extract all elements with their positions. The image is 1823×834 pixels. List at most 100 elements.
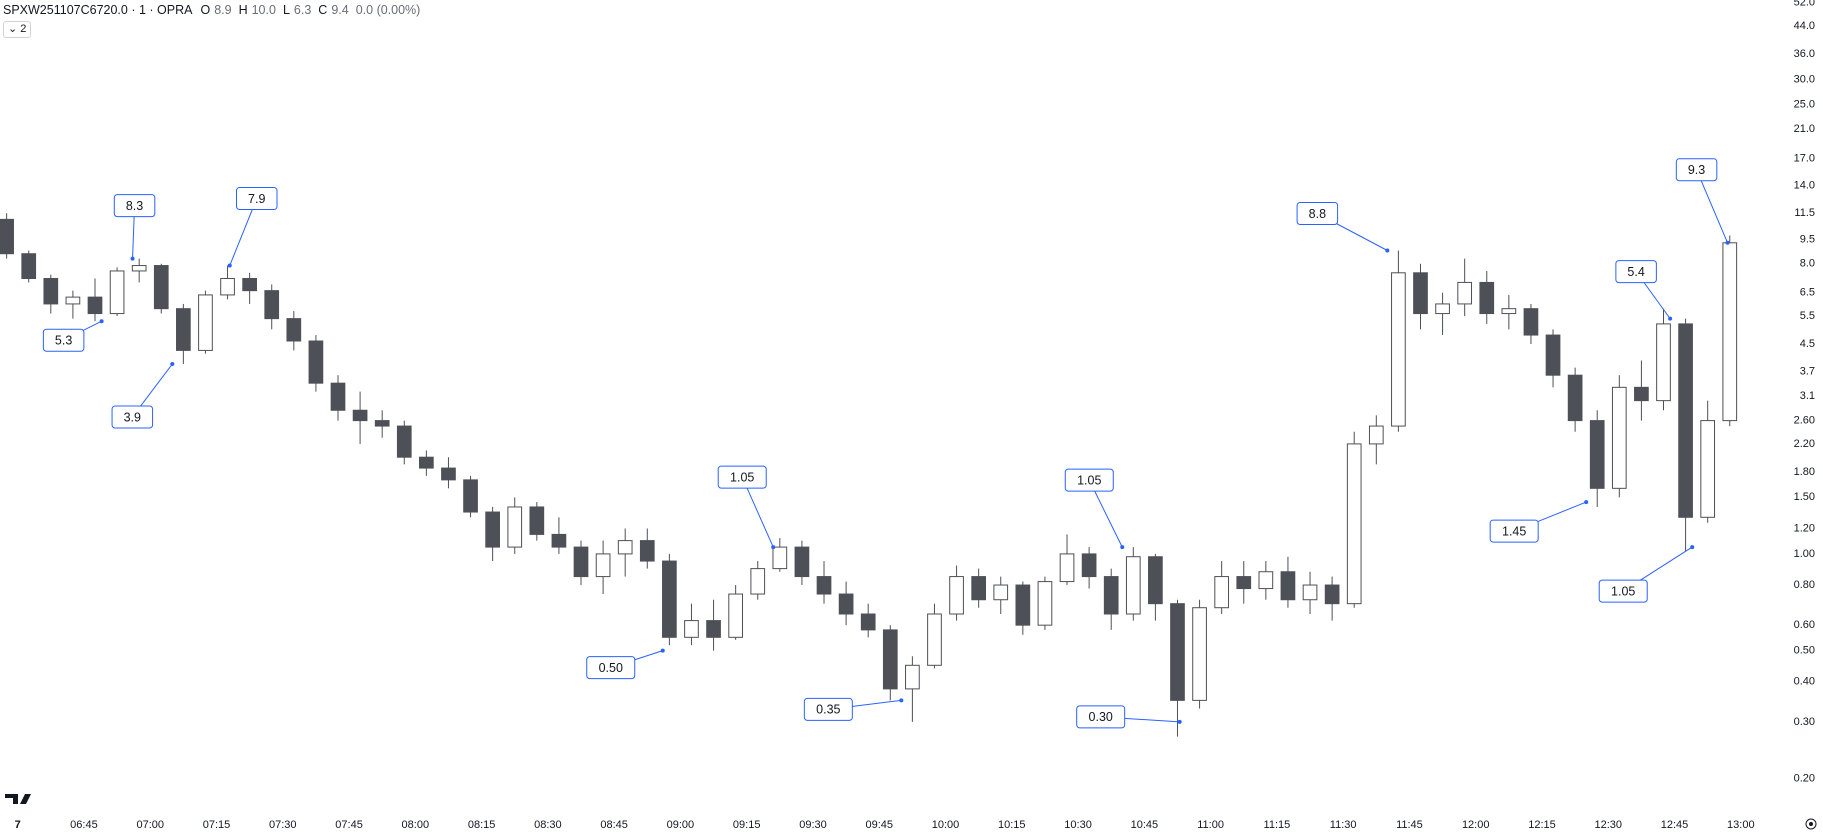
callout-box bbox=[586, 656, 636, 680]
candle-body bbox=[639, 540, 655, 562]
candle-body bbox=[308, 340, 324, 384]
chevron: ⌄ bbox=[8, 23, 18, 35]
candle-body bbox=[507, 506, 523, 548]
candle-body bbox=[1567, 374, 1583, 422]
candle-body bbox=[1015, 584, 1031, 626]
candle-body bbox=[264, 290, 280, 320]
callout-point bbox=[1690, 545, 1695, 550]
open-label: O bbox=[200, 3, 211, 17]
candle-body bbox=[1368, 425, 1384, 445]
logo[interactable] bbox=[5, 794, 31, 804]
callout-label: 1.05 bbox=[730, 470, 754, 484]
x-tick-label: 06:45 bbox=[70, 819, 98, 831]
callout-label: 1.05 bbox=[1611, 584, 1635, 598]
y-tick-label: 1.80 bbox=[1794, 466, 1815, 478]
y-tick-label: 3.7 bbox=[1800, 365, 1815, 377]
callout-line bbox=[741, 476, 774, 548]
y-tick-label: 6.5 bbox=[1800, 287, 1815, 299]
close-value: 9.4 bbox=[331, 3, 349, 17]
candle-body bbox=[1037, 581, 1053, 626]
callout-box bbox=[803, 697, 853, 721]
candle-body bbox=[905, 664, 920, 690]
callout-box bbox=[1064, 468, 1114, 492]
callout-label: 0.30 bbox=[1089, 710, 1113, 724]
candle-body bbox=[1589, 420, 1605, 489]
y-tick-label: 21.0 bbox=[1794, 123, 1815, 135]
callout-point bbox=[170, 362, 175, 367]
y-tick-label: 11.5 bbox=[1794, 207, 1815, 219]
y-tick-label: 0.40 bbox=[1794, 676, 1815, 688]
candle-body bbox=[1103, 576, 1119, 615]
close-label: C bbox=[318, 3, 328, 17]
x-tick-label: 12:30 bbox=[1595, 819, 1623, 831]
x-tick-label: 11:45 bbox=[1396, 819, 1423, 831]
candle-body bbox=[772, 546, 788, 570]
candle-body bbox=[176, 308, 191, 351]
candle-body bbox=[109, 270, 125, 315]
candle-body bbox=[1611, 386, 1627, 489]
y-tick-label: 0.50 bbox=[1794, 645, 1815, 657]
callout-box bbox=[1598, 579, 1648, 603]
y-tick-label: 2.60 bbox=[1794, 415, 1815, 427]
y-tick-label: 52.0 bbox=[1794, 0, 1815, 9]
candle-body bbox=[198, 294, 213, 351]
y-tick-label: 36.0 bbox=[1794, 48, 1815, 60]
candle-body bbox=[1324, 584, 1340, 605]
y-tick-label: 0.20 bbox=[1794, 772, 1815, 784]
callout-box bbox=[42, 328, 85, 352]
candle-body bbox=[1479, 281, 1495, 315]
candle-body bbox=[1258, 571, 1274, 590]
x-tick-label: 09:00 bbox=[667, 819, 695, 831]
callout-box bbox=[111, 405, 154, 429]
candle-body bbox=[750, 568, 766, 595]
candle-body bbox=[1302, 584, 1318, 601]
candle-body bbox=[65, 296, 81, 305]
candle-body bbox=[573, 546, 589, 578]
y-tick-label: 8.0 bbox=[1800, 258, 1815, 270]
high-label: H bbox=[238, 3, 248, 17]
callout-label: 8.3 bbox=[126, 199, 143, 213]
candle-body bbox=[1280, 571, 1296, 601]
candle-body bbox=[993, 584, 1009, 601]
callout-point bbox=[1584, 500, 1589, 505]
candle-body bbox=[463, 479, 478, 513]
candle-body bbox=[595, 553, 611, 578]
x-tick-label: 10:30 bbox=[1064, 819, 1092, 831]
x-tick-label: 08:45 bbox=[600, 819, 628, 831]
callout-label: 9.3 bbox=[1688, 163, 1705, 177]
callout-label: 3.9 bbox=[124, 410, 141, 424]
symbol[interactable]: SPXW251107C6720.0 · 1 · OPRA bbox=[3, 3, 193, 17]
callout-label: 7.9 bbox=[248, 192, 265, 206]
x-tick-label: 10:00 bbox=[932, 819, 960, 831]
candle-body bbox=[1435, 303, 1450, 315]
x-tick-label: 08:15 bbox=[468, 819, 496, 831]
candle-body bbox=[617, 540, 633, 555]
candle-body bbox=[1214, 576, 1230, 609]
candle-body bbox=[1501, 308, 1517, 315]
y-tick-label: 25.0 bbox=[1794, 99, 1815, 111]
candle-body bbox=[1700, 420, 1716, 518]
callout-point bbox=[130, 256, 135, 261]
candle-body bbox=[1678, 323, 1693, 518]
candle-body bbox=[1545, 334, 1561, 376]
candle-body bbox=[352, 409, 368, 422]
candle-body bbox=[242, 277, 257, 292]
candle-body bbox=[860, 613, 876, 631]
candle-body bbox=[374, 420, 390, 427]
y-tick-label: 1.00 bbox=[1794, 548, 1815, 560]
callout-point bbox=[771, 545, 776, 550]
candle-body bbox=[927, 613, 942, 666]
callout-box bbox=[1489, 519, 1539, 543]
candle-body bbox=[529, 506, 545, 535]
x-tick-label: 09:15 bbox=[733, 819, 761, 831]
pane-toggle[interactable]: ⌄ 2 bbox=[3, 21, 32, 38]
callout-point bbox=[660, 648, 665, 653]
candle-body bbox=[1236, 576, 1252, 590]
settings-icon[interactable] bbox=[1805, 818, 1817, 830]
candle-body bbox=[1413, 272, 1428, 315]
candle-body bbox=[1391, 272, 1406, 427]
candle-body bbox=[43, 277, 59, 305]
x-tick-label: 08:00 bbox=[402, 819, 430, 831]
